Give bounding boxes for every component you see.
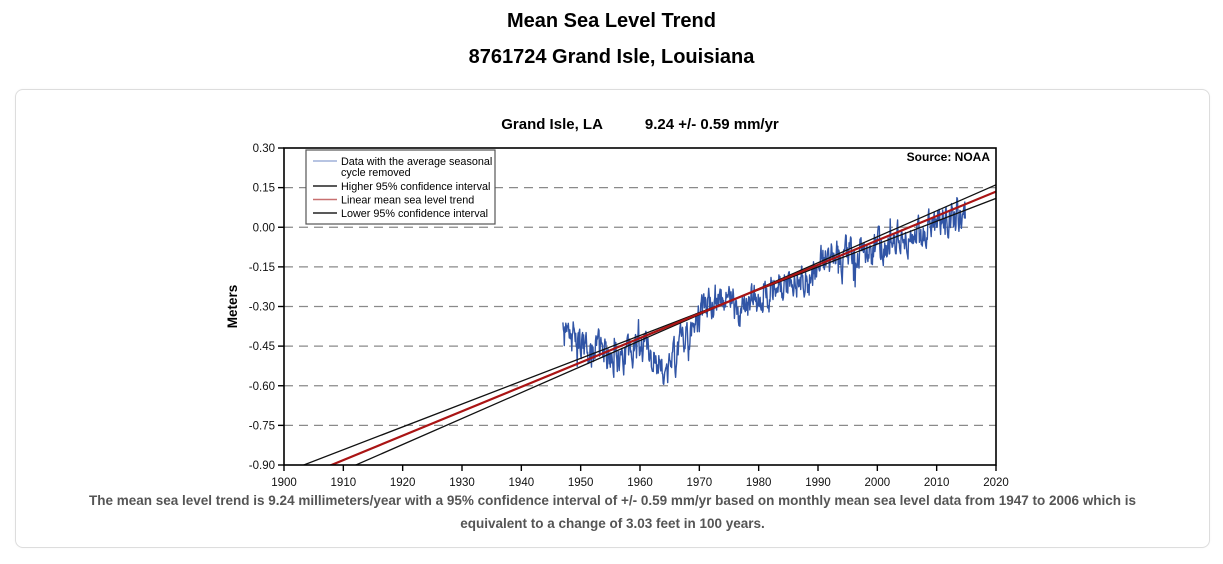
- x-tick-label: 1940: [509, 477, 535, 489]
- y-tick-label: -0.30: [249, 302, 275, 314]
- plot-area: 0.30 0.15 0.00 -0.15 -0.30 -0.45 -0.60 -0.75 -0.…: [16, 140, 1209, 492]
- ci-upper-line: [354, 184, 996, 465]
- y-tick-label: -0.45: [249, 341, 275, 353]
- ci-lower-line: [301, 197, 996, 465]
- x-tick-label: 1960: [627, 477, 653, 489]
- x-tick-label: 1930: [449, 477, 475, 489]
- x-tick-label: 1910: [331, 477, 357, 489]
- x-tick-label: 2000: [865, 477, 891, 489]
- y-axis-title: Meters: [225, 285, 240, 329]
- trend-line: [328, 190, 996, 465]
- x-tick-label: 1900: [271, 477, 297, 489]
- y-tick-label: 0.15: [253, 183, 275, 195]
- x-tick-label: 1990: [805, 477, 831, 489]
- legend-label-0: Data with the average seasonal: [341, 156, 492, 168]
- y-tick-label: -0.15: [249, 262, 275, 274]
- sea-level-chart: 0.30 0.15 0.00 -0.15 -0.30 -0.45 -0.60 -0.75 -0.…: [225, 143, 1009, 489]
- legend-label-1: Higher 95% confidence interval: [341, 181, 490, 193]
- gridlines: [284, 187, 996, 426]
- chart-card: Grand Isle, LA 9.24 +/- 0.59 mm/yr 0.30 0…: [15, 89, 1210, 548]
- trend-rate-label: 9.24 +/- 0.59 mm/yr: [644, 116, 779, 133]
- data-series-line: [562, 197, 966, 385]
- y-tick-label: -0.60: [249, 381, 275, 393]
- x-tick-label: 2020: [983, 477, 1009, 489]
- x-tick-label: 1950: [568, 477, 594, 489]
- y-tick-label: 0.30: [253, 143, 275, 155]
- x-tick-label: 1980: [746, 477, 772, 489]
- page-title: Mean Sea Level Trend 8761724 Grand Isle,…: [0, 10, 1223, 69]
- y-axis: 0.30 0.15 0.00 -0.15 -0.30 -0.45 -0.60 -0.75 -0.…: [249, 143, 284, 472]
- x-tick-label: 1920: [390, 477, 416, 489]
- chart-caption: The mean sea level trend is 9.24 millime…: [88, 493, 1137, 531]
- page-title-line1: Mean Sea Level Trend: [507, 10, 716, 32]
- y-tick-label: -0.75: [249, 420, 275, 432]
- x-axis: 1900 1910 1920 1930 1940 1950 1960 1970 1980 1990…: [271, 465, 1009, 489]
- source-label: Source: NOAA: [907, 150, 991, 164]
- legend-label-2: Linear mean sea level trend: [341, 195, 474, 207]
- page-title-line2: 8761724 Grand Isle, Louisiana: [468, 46, 755, 68]
- chart-header: Grand Isle, LA 9.24 +/- 0.59 mm/yr: [284, 116, 996, 133]
- x-tick-label: 2010: [924, 477, 950, 489]
- legend-label-0: cycle removed: [341, 167, 411, 179]
- legend-label-3: Lower 95% confidence interval: [341, 208, 488, 220]
- y-tick-label: 0.00: [253, 222, 275, 234]
- y-tick-label: -0.90: [249, 460, 275, 472]
- x-tick-label: 1970: [687, 477, 713, 489]
- station-label: Grand Isle, LA: [501, 116, 603, 133]
